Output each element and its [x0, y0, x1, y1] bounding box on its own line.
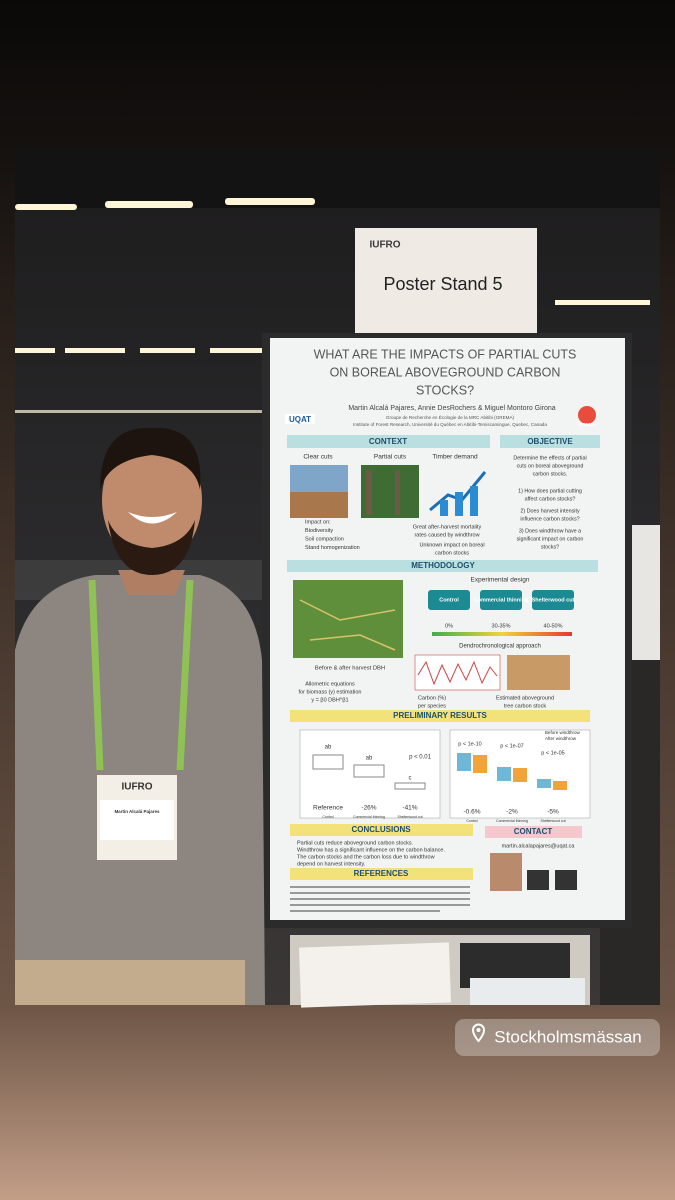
poster-text: After windthrow	[545, 736, 577, 741]
poster-text: Martin Alcalá Pajares, Annie DesRochers …	[348, 405, 555, 412]
photo	[15, 148, 660, 1008]
poster-text: tree carbon stock	[504, 703, 546, 709]
poster-text: Shelterwood cut	[540, 819, 565, 823]
badge-logo: IUFRO	[121, 782, 152, 793]
section-header: CONCLUSIONS	[351, 825, 411, 834]
poster-text: Commercial thinning	[496, 819, 528, 823]
poster-text: Stand homogenization	[305, 545, 360, 551]
poster-text: y = β0 DBH^β1	[311, 697, 348, 703]
poster-text: 30-35%	[492, 623, 511, 629]
poster-text: -5%	[547, 809, 559, 816]
poster-text: Institute of Forest Research, Université…	[353, 422, 547, 427]
poster-text: Partial cuts reduce aboveground carbon s…	[297, 840, 414, 846]
poster-text: p < 1e-05	[541, 750, 564, 756]
sign-logo: IUFRO	[369, 240, 400, 251]
poster-text: Commercial thinning	[353, 815, 385, 819]
poster-text: ab	[366, 756, 373, 762]
logo: GREMA	[579, 422, 597, 427]
poster-text: carbon stocks	[435, 550, 469, 556]
poster-text: Unknown impact on boreal	[419, 542, 484, 548]
poster-text: for biomass (y) estimation	[299, 689, 362, 695]
poster-text: 40-50%	[544, 623, 563, 629]
poster-text: c	[409, 776, 412, 782]
poster-text: 3) Does windthrow have a	[519, 528, 581, 534]
poster-text: Determine the effects of partial	[513, 455, 586, 461]
poster-title: ON BOREAL ABOVEGROUND CARBON	[330, 365, 561, 379]
poster-text: influence carbon stocks?	[520, 516, 579, 522]
section-header: OBJECTIVE	[527, 437, 573, 446]
poster-text: Windthrow has a significant influence on…	[297, 847, 445, 853]
poster-text: Biodiversity	[305, 528, 333, 534]
poster-text: -41%	[402, 805, 417, 812]
poster-text: Clear cuts	[303, 454, 333, 461]
poster-text: 2) Does harvest intensity	[520, 508, 580, 514]
location-text[interactable]: Stockholmsmässan	[494, 1027, 641, 1046]
poster-text: cuts on boreal aboveground	[517, 463, 584, 469]
poster-text: Control	[322, 815, 334, 819]
poster-text: The carbon stocks and the carbon loss du…	[297, 854, 435, 860]
poster-text: 1) How does partial cutting	[518, 488, 582, 494]
sign-text: Poster Stand 5	[383, 274, 502, 294]
poster-text: Soil compaction	[305, 536, 344, 542]
poster-text: Experimental design	[471, 577, 530, 584]
poster-text: depend on harvest intensity.	[297, 861, 366, 867]
poster-text: martin.alcalapajares@uqat.ca	[502, 843, 576, 849]
poster-text: Control	[466, 819, 478, 823]
poster-text: Dendrochronological approach	[459, 644, 541, 650]
poster-text: p < 0.01	[409, 755, 432, 761]
section-header: REFERENCES	[354, 869, 409, 878]
poster-text: per species	[418, 703, 446, 709]
poster-text: stocks?	[541, 544, 559, 550]
poster-text: Shelterwood cut	[397, 815, 422, 819]
poster-text: Reference	[313, 805, 343, 812]
poster-text: Before windthrow	[545, 730, 581, 735]
person	[15, 427, 265, 1005]
poster-text: -2%	[506, 809, 518, 816]
poster-text: Before & after harvest DBH	[315, 666, 385, 672]
poster-text: carbon stocks.	[533, 471, 568, 477]
poster-text: Commercial thinning	[474, 597, 529, 603]
poster-graphics	[285, 406, 600, 912]
poster-text: Great after-harvest mortality	[413, 524, 482, 530]
poster-text: rates caused by windthrow	[414, 532, 479, 538]
poster-text: -0.6%	[464, 809, 481, 816]
poster-text: Shelterwood cut	[532, 597, 575, 603]
poster-text: Groupe de Recherche en Écologie de la MR…	[386, 414, 515, 420]
poster-text: 0%	[445, 623, 453, 629]
section-header: CONTACT	[514, 827, 553, 836]
poster-text: affect carbon stocks?	[525, 496, 576, 502]
section-header: PRELIMINARY RESULTS	[393, 711, 487, 720]
poster-text: Control	[439, 597, 459, 603]
poster-title: WHAT ARE THE IMPACTS OF PARTIAL CUTS	[314, 347, 577, 361]
location-sticker[interactable]	[455, 1019, 660, 1056]
poster-text: Partial cuts	[374, 454, 407, 461]
poster-text: p < 1e-07	[500, 743, 523, 749]
poster-title: STOCKS?	[416, 383, 474, 397]
poster-text: ab	[325, 745, 332, 751]
badge-name: Martin Alcalá Pajares	[114, 809, 160, 814]
table	[290, 935, 590, 1008]
poster-text: Estimated aboveground	[496, 695, 554, 701]
poster-text: Carbon (%)	[418, 695, 446, 701]
poster-text: Impact on:	[305, 519, 331, 525]
poster-text: Allometric equations	[305, 681, 355, 687]
poster-text: p < 1e-10	[458, 741, 481, 747]
poster-text: significant impact on carbon	[517, 536, 584, 542]
poster-text: -26%	[361, 805, 376, 812]
sign	[355, 228, 537, 334]
logo: UQAT	[289, 415, 311, 424]
section-header: METHODOLOGY	[411, 561, 475, 570]
section-header: CONTEXT	[369, 437, 407, 446]
poster-text: Timber demand	[432, 454, 478, 461]
